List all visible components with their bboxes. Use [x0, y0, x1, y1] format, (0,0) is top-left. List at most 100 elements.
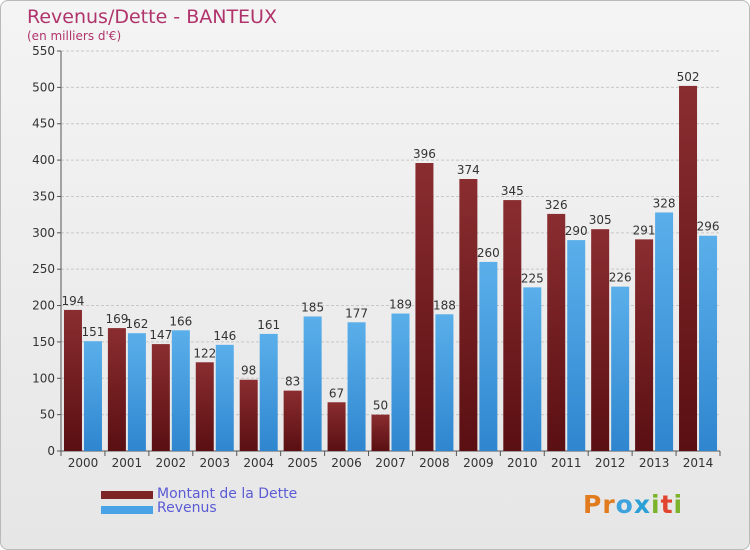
x-tick-label: 2010: [507, 456, 538, 470]
y-tick-label: 200: [32, 299, 55, 313]
data-label-dette: 169: [105, 312, 128, 326]
legend-label-dette: Montant de la Dette: [157, 486, 298, 502]
data-label-revenus: 188: [433, 298, 456, 312]
y-tick-label: 100: [32, 371, 55, 385]
bar-revenus: [83, 341, 102, 451]
x-tick-label: 2005: [287, 456, 318, 470]
data-label-dette: 326: [545, 198, 568, 212]
bar-revenus: [435, 314, 454, 451]
proxiti-logo: Proxiti: [583, 490, 683, 519]
data-label-dette: 291: [633, 223, 656, 237]
y-tick-label: 300: [32, 226, 55, 240]
bar-dette: [679, 85, 698, 451]
y-tick-label: 150: [32, 335, 55, 349]
x-tick-label: 2011: [551, 456, 582, 470]
bar-dette: [283, 390, 302, 451]
bar-revenus: [655, 212, 674, 451]
data-label-revenus: 225: [521, 271, 544, 285]
legend-swatch-revenus: [101, 506, 153, 514]
data-label-dette: 345: [501, 184, 524, 198]
bar-dette: [107, 328, 126, 451]
data-label-revenus: 162: [125, 317, 148, 331]
x-tick-label: 2008: [419, 456, 450, 470]
y-tick-label: 50: [40, 408, 55, 422]
data-label-revenus: 177: [345, 306, 368, 320]
bar-revenus: [391, 313, 410, 451]
bar-dette: [195, 362, 214, 451]
logo-letter: i: [673, 490, 684, 519]
data-label-revenus: 226: [609, 271, 632, 285]
bar-dette: [371, 414, 390, 451]
y-tick-label: 250: [32, 262, 55, 276]
bar-dette: [151, 344, 170, 451]
data-label-dette: 147: [149, 328, 172, 342]
bar-dette: [239, 379, 258, 451]
data-label-dette: 374: [457, 163, 480, 177]
chart-title: Revenus/Dette - BANTEUX: [27, 6, 277, 28]
y-tick-label: 400: [32, 153, 55, 167]
x-tick-label: 2007: [375, 456, 406, 470]
x-tick-label: 2006: [331, 456, 362, 470]
data-label-dette: 194: [62, 294, 85, 308]
data-label-revenus: 185: [301, 300, 324, 314]
data-label-dette: 50: [373, 399, 388, 413]
x-tick-label: 2004: [243, 456, 274, 470]
bar-dette: [503, 200, 522, 451]
data-label-revenus: 328: [653, 196, 676, 210]
bar-dette: [415, 163, 434, 451]
bar-revenus: [611, 286, 630, 451]
data-label-dette: 502: [677, 70, 700, 84]
bar-dette: [591, 229, 610, 451]
bar-dette: [635, 239, 654, 451]
bar-revenus: [699, 235, 718, 451]
y-tick-label: 550: [32, 44, 55, 58]
data-label-dette: 396: [413, 147, 436, 161]
bar-dette: [547, 213, 566, 451]
data-label-revenus: 260: [477, 246, 500, 260]
chart-subtitle: (en milliers d'€): [27, 29, 122, 43]
data-label-revenus: 166: [169, 314, 192, 328]
x-tick-label: 2001: [112, 456, 143, 470]
x-tick-label: 2009: [463, 456, 494, 470]
bar-revenus: [567, 240, 586, 451]
legend-swatch-dette: [101, 491, 153, 499]
x-tick-label: 2002: [156, 456, 187, 470]
logo-letter: r: [602, 490, 616, 519]
y-tick-label: 350: [32, 189, 55, 203]
bar-dette: [63, 309, 82, 451]
logo-letter: t: [660, 490, 674, 519]
data-label-revenus: 189: [389, 298, 412, 312]
bar-revenus: [171, 330, 190, 451]
bar-revenus: [479, 261, 498, 451]
data-label-revenus: 296: [697, 220, 720, 234]
x-tick-label: 2000: [68, 456, 99, 470]
data-label-dette: 67: [329, 386, 344, 400]
y-tick-label: 500: [32, 80, 55, 94]
logo-letter: i: [651, 490, 661, 519]
bar-revenus: [259, 333, 278, 451]
bar-dette: [459, 179, 478, 451]
x-tick-label: 2003: [199, 456, 230, 470]
x-tick-label: 2013: [639, 456, 670, 470]
data-label-revenus: 290: [565, 224, 588, 238]
legend-label-revenus: Revenus: [157, 500, 217, 516]
bar-revenus: [523, 287, 542, 451]
data-label-revenus: 146: [213, 329, 236, 343]
logo-letter: P: [583, 490, 603, 519]
data-label-revenus: 161: [257, 318, 280, 332]
data-label-revenus: 151: [82, 325, 105, 339]
data-label-dette: 83: [285, 375, 300, 389]
logo-letter: o: [615, 490, 634, 519]
y-tick-label: 0: [47, 444, 55, 458]
bar-dette: [327, 402, 346, 451]
data-label-dette: 122: [193, 346, 216, 360]
x-tick-label: 2012: [595, 456, 626, 470]
bar-revenus: [215, 344, 234, 451]
y-tick-label: 450: [32, 117, 55, 131]
data-label-dette: 305: [589, 213, 612, 227]
x-tick-label: 2014: [683, 456, 714, 470]
bar-revenus: [347, 322, 366, 451]
data-label-dette: 98: [241, 364, 256, 378]
